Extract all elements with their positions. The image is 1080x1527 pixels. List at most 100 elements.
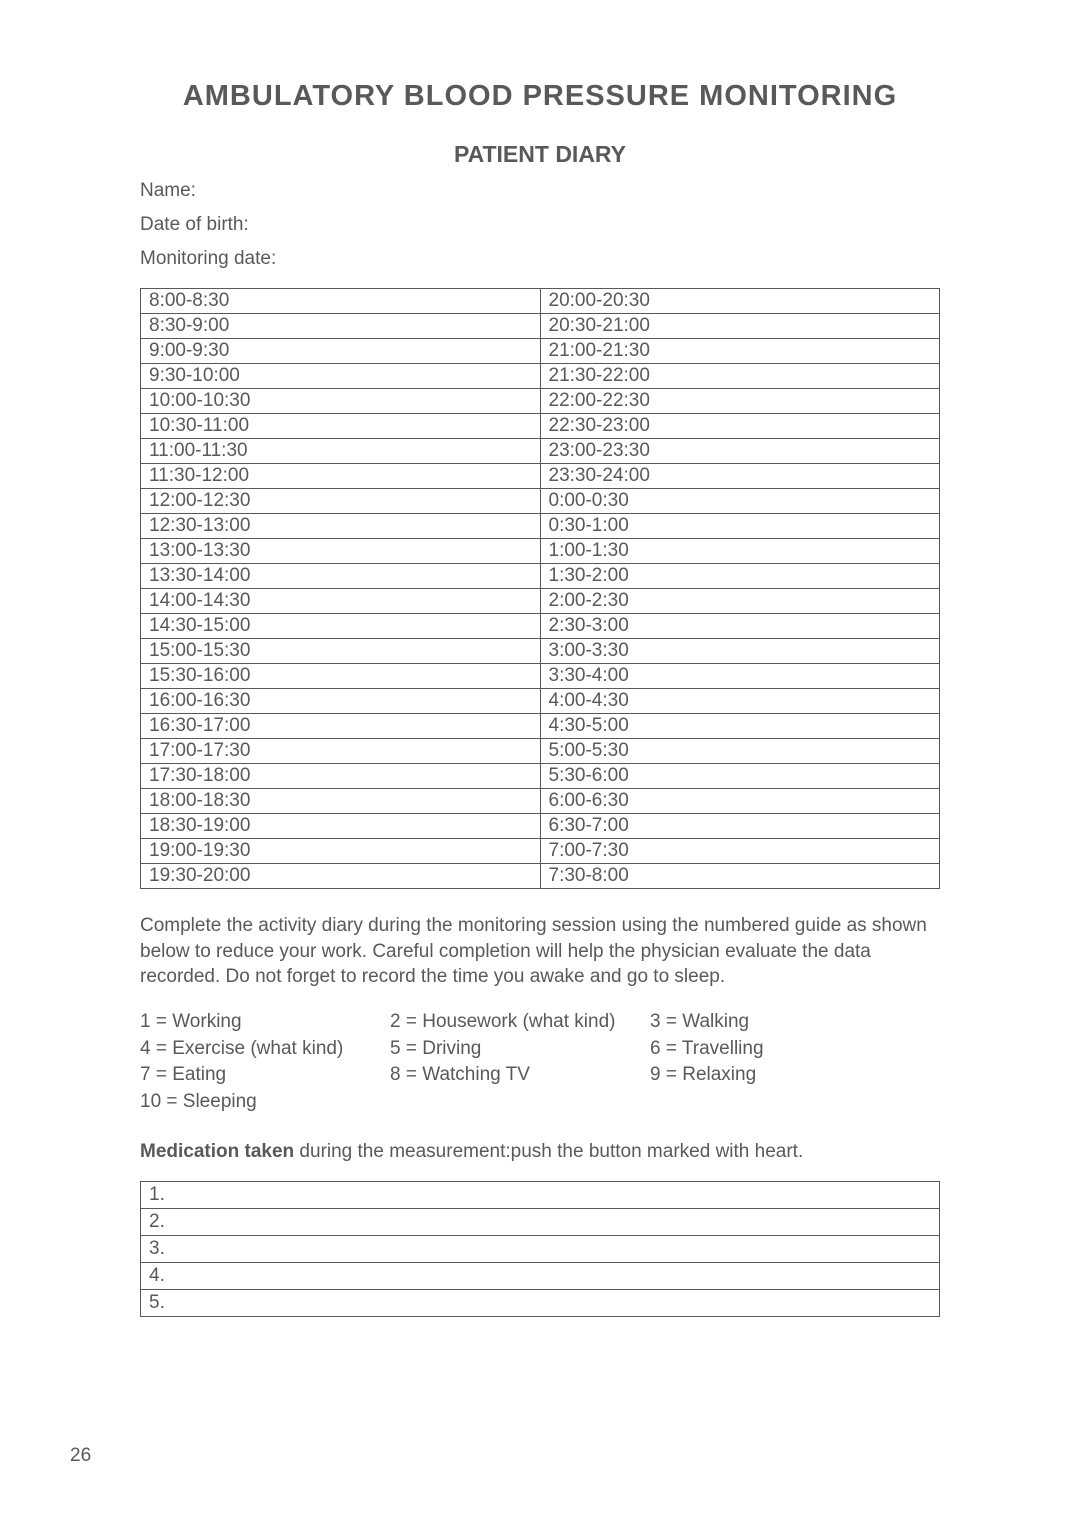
time-cell: 3:30-4:00	[540, 664, 940, 689]
table-row: 16:30-17:004:30-5:00	[141, 714, 940, 739]
time-cell: 0:30-1:00	[540, 514, 940, 539]
time-cell: 15:30-16:00	[141, 664, 541, 689]
time-cell: 14:00-14:30	[141, 589, 541, 614]
sub-title: PATIENT DIARY	[140, 141, 940, 168]
time-cell: 7:30-8:00	[540, 864, 940, 889]
time-cell: 19:30-20:00	[141, 864, 541, 889]
medication-cell: 2.	[141, 1208, 940, 1235]
time-cell: 23:00-23:30	[540, 439, 940, 464]
legend-item: 6 = Travelling	[650, 1037, 830, 1062]
table-row: 17:30-18:005:30-6:00	[141, 764, 940, 789]
name-field-label: Name:	[140, 180, 940, 202]
table-row: 8:30-9:0020:30-21:00	[141, 314, 940, 339]
time-cell: 10:30-11:00	[141, 414, 541, 439]
medication-cell: 1.	[141, 1181, 940, 1208]
time-cell: 1:00-1:30	[540, 539, 940, 564]
time-cell: 0:00-0:30	[540, 489, 940, 514]
time-cell: 5:30-6:00	[540, 764, 940, 789]
dob-field-label: Date of birth:	[140, 214, 940, 236]
time-cell: 13:00-13:30	[141, 539, 541, 564]
time-cell: 12:00-12:30	[141, 489, 541, 514]
time-cell: 4:30-5:00	[540, 714, 940, 739]
time-cell: 20:00-20:30	[540, 289, 940, 314]
medication-cell: 5.	[141, 1289, 940, 1316]
table-row: 13:00-13:301:00-1:30	[141, 539, 940, 564]
time-cell: 2:30-3:00	[540, 614, 940, 639]
legend-item: 7 = Eating	[140, 1063, 380, 1088]
time-cell: 8:30-9:00	[141, 314, 541, 339]
time-cell: 16:30-17:00	[141, 714, 541, 739]
page-number: 26	[70, 1445, 91, 1467]
time-cell: 2:00-2:30	[540, 589, 940, 614]
medication-instruction: Medication taken during the measurement:…	[140, 1141, 940, 1163]
time-cell: 3:00-3:30	[540, 639, 940, 664]
activity-legend: 1 = Working 2 = Housework (what kind) 3 …	[140, 1010, 940, 1115]
time-cell: 12:30-13:00	[141, 514, 541, 539]
table-row: 1.	[141, 1181, 940, 1208]
time-cell: 21:00-21:30	[540, 339, 940, 364]
table-row: 12:00-12:300:00-0:30	[141, 489, 940, 514]
time-cell: 22:30-23:00	[540, 414, 940, 439]
legend-item: 9 = Relaxing	[650, 1063, 830, 1088]
legend-item: 8 = Watching TV	[390, 1063, 640, 1088]
table-row: 14:30-15:002:30-3:00	[141, 614, 940, 639]
time-cell: 11:30-12:00	[141, 464, 541, 489]
table-row: 11:00-11:3023:00-23:30	[141, 439, 940, 464]
table-row: 8:00-8:3020:00-20:30	[141, 289, 940, 314]
medication-cell: 3.	[141, 1235, 940, 1262]
table-row: 11:30-12:0023:30-24:00	[141, 464, 940, 489]
legend-item: 1 = Working	[140, 1010, 380, 1035]
table-row: 18:00-18:306:00-6:30	[141, 789, 940, 814]
legend-item: 4 = Exercise (what kind)	[140, 1037, 380, 1062]
legend-item: 5 = Driving	[390, 1037, 640, 1062]
time-cell: 10:00-10:30	[141, 389, 541, 414]
time-cell: 18:30-19:00	[141, 814, 541, 839]
time-cell: 11:00-11:30	[141, 439, 541, 464]
time-cell: 14:30-15:00	[141, 614, 541, 639]
table-row: 15:30-16:003:30-4:00	[141, 664, 940, 689]
table-row: 10:30-11:0022:30-23:00	[141, 414, 940, 439]
table-row: 3.	[141, 1235, 940, 1262]
time-cell: 22:00-22:30	[540, 389, 940, 414]
time-cell: 6:30-7:00	[540, 814, 940, 839]
time-cell: 21:30-22:00	[540, 364, 940, 389]
time-cell: 7:00-7:30	[540, 839, 940, 864]
medication-cell: 4.	[141, 1262, 940, 1289]
table-row: 9:30-10:0021:30-22:00	[141, 364, 940, 389]
table-row: 9:00-9:3021:00-21:30	[141, 339, 940, 364]
table-row: 16:00-16:304:00-4:30	[141, 689, 940, 714]
table-row: 2.	[141, 1208, 940, 1235]
time-cell: 4:00-4:30	[540, 689, 940, 714]
table-row: 14:00-14:302:00-2:30	[141, 589, 940, 614]
table-row: 5.	[141, 1289, 940, 1316]
table-row: 15:00-15:303:00-3:30	[141, 639, 940, 664]
table-row: 4.	[141, 1262, 940, 1289]
medication-label-bold: Medication taken	[140, 1141, 294, 1162]
table-row: 13:30-14:001:30-2:00	[141, 564, 940, 589]
time-cell: 13:30-14:00	[141, 564, 541, 589]
table-row: 19:30-20:007:30-8:00	[141, 864, 940, 889]
time-cell: 18:00-18:30	[141, 789, 541, 814]
instructions-text: Complete the activity diary during the m…	[140, 913, 940, 990]
table-row: 18:30-19:006:30-7:00	[141, 814, 940, 839]
time-slot-table: 8:00-8:3020:00-20:308:30-9:0020:30-21:00…	[140, 288, 940, 889]
time-cell: 19:00-19:30	[141, 839, 541, 864]
time-cell: 20:30-21:00	[540, 314, 940, 339]
time-cell: 17:30-18:00	[141, 764, 541, 789]
medication-table: 1.2.3.4.5.	[140, 1181, 940, 1317]
medication-label-rest: during the measurement:push the button m…	[294, 1141, 803, 1162]
time-cell: 17:00-17:30	[141, 739, 541, 764]
time-cell: 1:30-2:00	[540, 564, 940, 589]
time-cell: 8:00-8:30	[141, 289, 541, 314]
monitoring-date-field-label: Monitoring date:	[140, 248, 940, 270]
time-cell: 16:00-16:30	[141, 689, 541, 714]
time-cell: 15:00-15:30	[141, 639, 541, 664]
table-row: 17:00-17:305:00-5:30	[141, 739, 940, 764]
table-row: 12:30-13:000:30-1:00	[141, 514, 940, 539]
table-row: 10:00-10:3022:00-22:30	[141, 389, 940, 414]
main-title: AMBULATORY BLOOD PRESSURE MONITORING	[140, 80, 940, 113]
time-cell: 9:30-10:00	[141, 364, 541, 389]
time-cell: 6:00-6:30	[540, 789, 940, 814]
legend-item: 3 = Walking	[650, 1010, 830, 1035]
legend-item: 2 = Housework (what kind)	[390, 1010, 640, 1035]
